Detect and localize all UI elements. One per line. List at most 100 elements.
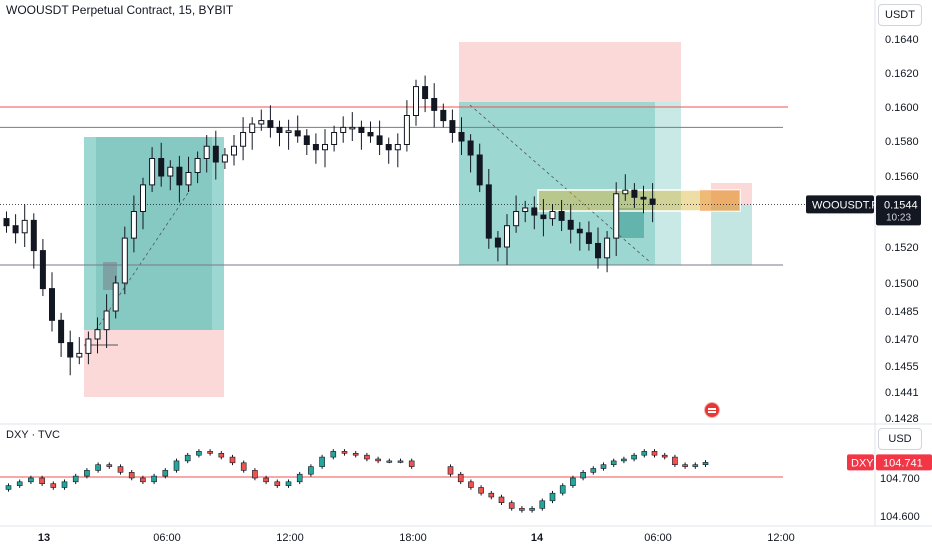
price-tick-label: 0.1620 (885, 68, 919, 80)
dxy-candle-body (296, 473, 303, 483)
time-tick-label: 06:00 (153, 532, 181, 544)
candle-body (385, 144, 392, 151)
candle-body (513, 211, 520, 227)
short-position-projection (655, 102, 681, 265)
dxy-candle-body (610, 460, 617, 465)
dxy-price-tick-label: 104.700 (880, 473, 920, 485)
dxy-currency-button[interactable]: USD (878, 428, 922, 450)
candle-body (322, 144, 328, 151)
candle-body (258, 120, 265, 125)
last-price-tag-bg (876, 195, 921, 226)
candle-body (3, 218, 10, 227)
candle-body (176, 166, 183, 186)
candle-body (567, 219, 574, 230)
candle-body (640, 196, 647, 200)
candle-body (240, 132, 247, 147)
candle-body (212, 145, 219, 163)
dxy-candle-body (50, 483, 57, 488)
candle-body (649, 198, 656, 205)
candle-body (440, 109, 447, 122)
candle-body (130, 211, 137, 239)
price-tick-label: 0.1560 (885, 171, 919, 183)
dxy-candle-body (330, 451, 337, 458)
dxy-candle-body (196, 451, 202, 456)
time-tick-label: 12:00 (276, 532, 304, 544)
candle-body (349, 126, 356, 130)
dxy-candle-body (468, 481, 474, 488)
candle-body (58, 319, 65, 344)
us-flag-event-icon[interactable] (704, 402, 720, 418)
dxy-candle-body (240, 462, 247, 471)
price-tick-label: 0.1520 (885, 242, 919, 254)
dxy-candle-body (498, 496, 505, 503)
candle-body (458, 132, 465, 142)
candle-body (540, 214, 547, 220)
price-tick-label: 0.1470 (885, 334, 919, 346)
dxy-candle-body (16, 481, 23, 486)
dxy-candle-body (319, 456, 325, 467)
chart-title[interactable]: WOOUSDT Perpetual Contract, 15, BYBIT (6, 3, 234, 17)
candle-body (294, 130, 301, 137)
dxy-candle-body (702, 462, 709, 466)
dxy-candle-body (397, 460, 404, 463)
candle-body (394, 144, 401, 151)
candle-body (613, 193, 620, 239)
symbol-tag-label: WOOUSDT.P (812, 199, 879, 211)
dxy-symbol-tag-bg (847, 454, 874, 471)
candle-body (194, 158, 201, 173)
price-tick-label: 0.1640 (885, 34, 919, 46)
dxy-candle-body (570, 477, 576, 486)
candle-body (94, 329, 101, 340)
short-fill-box (616, 208, 644, 238)
dxy-candle-body (651, 451, 658, 456)
candle-body (549, 211, 556, 220)
dxy-candle-body (252, 470, 258, 479)
dxy-candle-body (386, 460, 393, 463)
candle-body (103, 310, 110, 331)
long-position-stop-zone (84, 330, 224, 397)
candle-body (522, 207, 529, 212)
dxy-candle-body (457, 473, 464, 483)
candle-body (276, 126, 283, 134)
dxy-candle-body (207, 451, 213, 454)
dxy-candle-body (341, 451, 348, 454)
candle-body (622, 189, 629, 195)
candle-body (67, 342, 74, 358)
dxy-candle-body (408, 460, 415, 467)
price-tick-label: 0.1428 (885, 413, 919, 425)
dxy-candle-body (162, 470, 169, 477)
time-tick-label: 18:00 (399, 532, 427, 544)
candle-body (285, 130, 292, 134)
dxy-candle-body (117, 466, 124, 473)
candle-body (167, 166, 174, 177)
candle-body (558, 211, 565, 221)
price-tick-label: 0.1485 (885, 306, 919, 318)
dxy-candle-body (631, 454, 637, 460)
dxy-candle-body (621, 458, 627, 462)
dxy-pane-title[interactable]: DXY · TVC (6, 429, 60, 441)
currency-button[interactable]: USDT (878, 4, 922, 26)
candle-body (494, 237, 501, 248)
candle-body (149, 158, 156, 186)
candle-body (158, 158, 165, 177)
dxy-candle-body (682, 464, 688, 467)
long-trade-path (95, 189, 191, 331)
dxy-candle-body (28, 477, 34, 483)
candle-body (267, 120, 274, 128)
dxy-candle-body (447, 466, 454, 475)
candle-body (476, 154, 483, 186)
consolidation-box-extension (700, 190, 740, 211)
dxy-candle-body (478, 487, 484, 494)
price-tick-label: 0.1600 (885, 102, 919, 114)
dxy-candle-body (308, 466, 314, 475)
candle-body (303, 135, 310, 145)
candle-body (340, 126, 347, 134)
dxy-candle-body (692, 464, 699, 467)
short-trade-path (469, 104, 651, 263)
candle-body (467, 140, 474, 156)
dxy-candle-body (61, 481, 68, 488)
candle-body (21, 219, 28, 234)
dxy-candle-body (641, 451, 648, 456)
dxy-last-price-bg (876, 454, 932, 471)
